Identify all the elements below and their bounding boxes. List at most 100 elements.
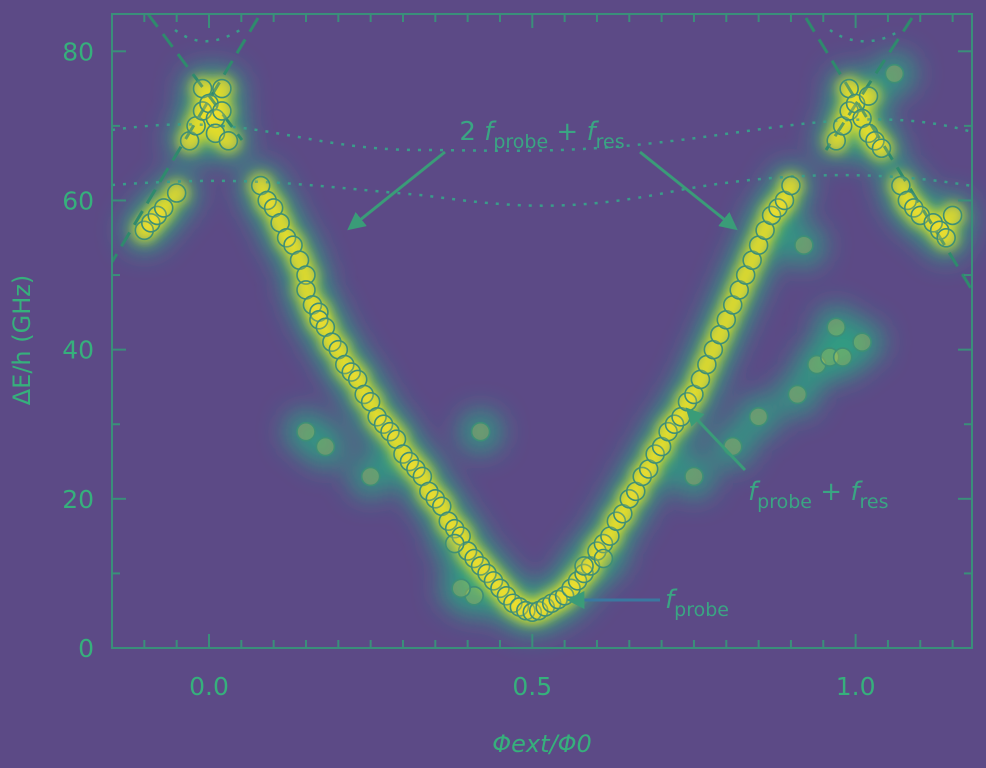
annotation-fprobe-fres: fprobe + fres bbox=[685, 407, 888, 513]
data-point-111 bbox=[897, 190, 918, 211]
data-point-78 bbox=[645, 444, 665, 464]
theory-dashed-right-b bbox=[824, 17, 914, 151]
data-point-37 bbox=[380, 421, 400, 442]
data-point-53 bbox=[483, 571, 504, 591]
data-point-50 bbox=[464, 548, 484, 569]
data-point-40 bbox=[399, 451, 420, 472]
heat-outer-129 bbox=[736, 394, 781, 439]
data-point-72 bbox=[606, 511, 627, 532]
data-point-137 bbox=[884, 63, 905, 84]
data-point-35 bbox=[367, 406, 387, 427]
data-point-127 bbox=[684, 466, 704, 487]
y-axis-label: ΔE/h (GHz) bbox=[8, 275, 36, 405]
data-point-54 bbox=[490, 578, 510, 599]
data-point-134 bbox=[852, 332, 872, 352]
data-point-112 bbox=[904, 198, 924, 218]
data-point-43 bbox=[419, 481, 439, 502]
data-point-128 bbox=[722, 436, 743, 457]
data-point-12 bbox=[212, 78, 232, 99]
data-point-114 bbox=[923, 213, 944, 233]
data-point-80 bbox=[658, 421, 678, 442]
data-point-97 bbox=[768, 198, 788, 218]
data-point-16 bbox=[257, 190, 277, 211]
data-point-55 bbox=[496, 585, 517, 606]
annotation-2fprobe-fres-arrow-left bbox=[347, 150, 446, 231]
data-point-119 bbox=[315, 436, 336, 457]
axis-tick-labels: 0.0 0.5 1.0 0 20 40 60 80 bbox=[62, 37, 875, 701]
data-point-76 bbox=[632, 466, 653, 487]
data-point-67 bbox=[574, 563, 594, 584]
data-point-52 bbox=[477, 563, 497, 584]
theory-dashed-left-b bbox=[110, 17, 260, 263]
data-point-51 bbox=[470, 556, 491, 576]
data-point-99 bbox=[781, 175, 801, 196]
annotation-fprobe-fres-arrow bbox=[685, 407, 747, 472]
data-point-117 bbox=[942, 205, 963, 226]
data-point-19 bbox=[276, 227, 297, 248]
data-point-2 bbox=[147, 205, 168, 226]
data-point-108 bbox=[858, 86, 879, 106]
data-point-26 bbox=[309, 310, 329, 330]
data-point-44 bbox=[425, 489, 446, 509]
annotation-fprobe: fprobe bbox=[566, 585, 729, 621]
heat-outer-135 bbox=[814, 305, 859, 350]
heat-outer-136 bbox=[781, 223, 826, 268]
data-point-41 bbox=[406, 459, 426, 479]
data-point-39 bbox=[393, 444, 413, 464]
data-point-96 bbox=[761, 205, 782, 226]
data-point-28 bbox=[322, 332, 342, 352]
data-point-123 bbox=[451, 578, 471, 599]
axis-ticks bbox=[112, 14, 972, 649]
data-point-4 bbox=[166, 183, 187, 203]
heat-outer-120 bbox=[348, 454, 393, 499]
data-point-0 bbox=[134, 220, 155, 241]
data-point-125 bbox=[574, 556, 594, 576]
data-point-74 bbox=[619, 489, 640, 509]
data-points bbox=[134, 63, 963, 622]
data-point-31 bbox=[341, 362, 362, 382]
data-point-116 bbox=[936, 227, 956, 248]
data-point-136 bbox=[794, 235, 814, 256]
data-point-47 bbox=[444, 518, 465, 539]
data-point-130 bbox=[787, 384, 808, 405]
data-point-121 bbox=[470, 421, 491, 442]
data-point-124 bbox=[444, 533, 465, 554]
data-point-70 bbox=[593, 533, 614, 554]
data-point-81 bbox=[664, 414, 685, 435]
heat-outer-128 bbox=[710, 424, 755, 469]
data-point-135 bbox=[826, 317, 847, 338]
data-point-129 bbox=[748, 406, 769, 427]
data-point-22 bbox=[296, 265, 316, 285]
y-tick-label-1: 20 bbox=[62, 485, 94, 514]
annotation-fprobe-label: fprobe bbox=[665, 585, 729, 621]
annotation-fprobe-fres-label: fprobe + fres bbox=[748, 477, 888, 513]
heat-outer-127 bbox=[671, 454, 716, 499]
y-tick-label-2: 40 bbox=[62, 336, 94, 365]
data-point-106 bbox=[858, 123, 879, 144]
theory-dotted-top-left bbox=[174, 28, 241, 43]
data-point-109 bbox=[871, 138, 892, 159]
y-tick-label-3: 60 bbox=[62, 186, 94, 215]
data-point-115 bbox=[929, 220, 950, 241]
data-point-126 bbox=[593, 548, 614, 569]
annotation-2fprobe-fres-arrow-right bbox=[639, 150, 738, 231]
data-point-107 bbox=[865, 131, 885, 151]
x-tick-label-0: 0.0 bbox=[189, 672, 229, 701]
data-point-10 bbox=[205, 108, 226, 129]
data-point-13 bbox=[218, 131, 239, 151]
axes-frame bbox=[111, 13, 973, 649]
data-point-118 bbox=[296, 421, 316, 442]
heat-outer-123 bbox=[439, 566, 484, 611]
data-point-120 bbox=[360, 466, 381, 487]
data-point-46 bbox=[438, 511, 459, 532]
x-tick-label-2: 1.0 bbox=[836, 672, 876, 701]
y-tick-label-0: 0 bbox=[78, 634, 94, 663]
heat-outer-121 bbox=[458, 409, 503, 454]
x-tick-label-1: 0.5 bbox=[512, 672, 552, 701]
data-point-14 bbox=[212, 101, 232, 121]
theory-dotted-top-right bbox=[829, 28, 901, 43]
data-point-3 bbox=[153, 198, 174, 218]
data-point-36 bbox=[373, 414, 394, 435]
